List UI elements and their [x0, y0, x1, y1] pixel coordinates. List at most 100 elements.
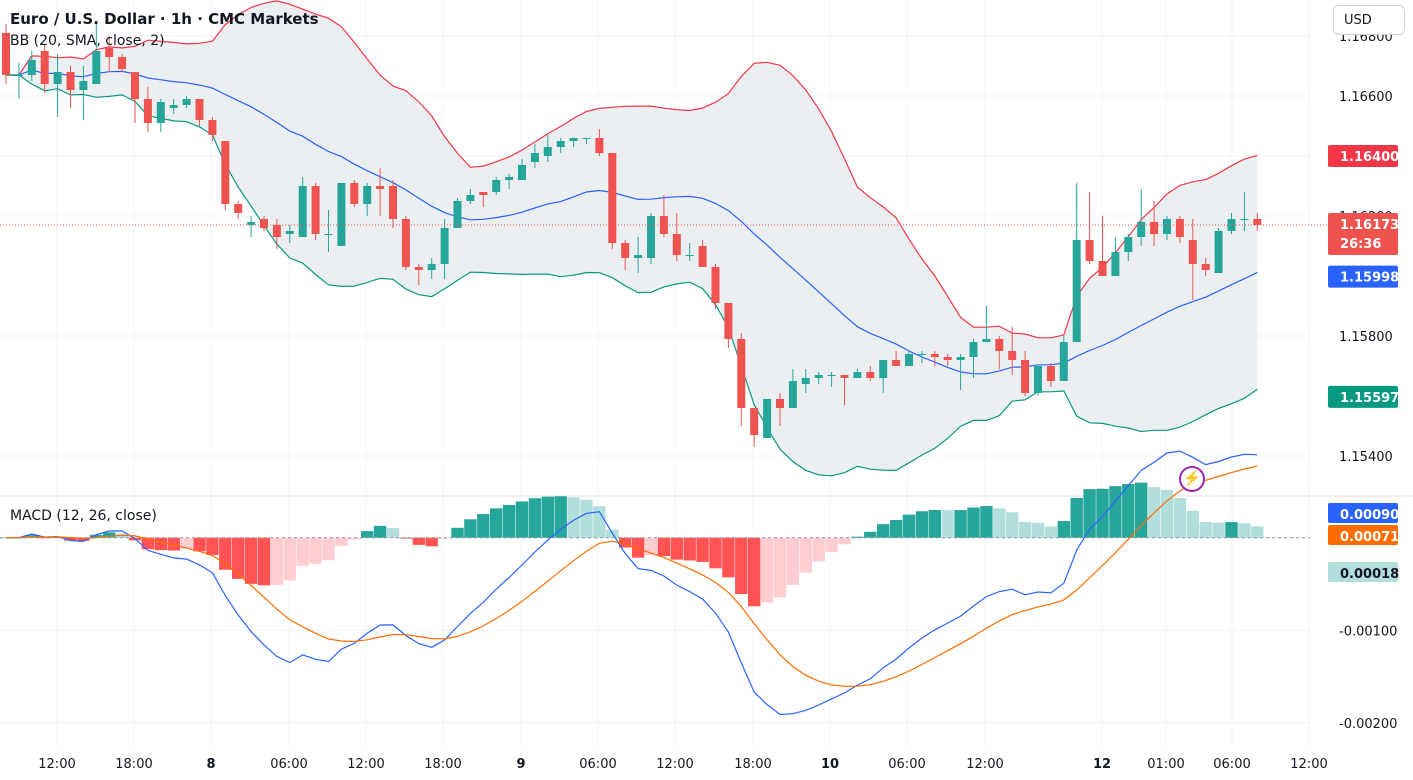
macd-histogram-bar	[451, 527, 464, 538]
bb-basis-tag-bg	[1328, 265, 1398, 288]
candle-body	[350, 183, 359, 204]
candle-body	[208, 120, 217, 135]
macd-histogram-bar	[335, 537, 348, 546]
candle-body	[672, 234, 681, 255]
macd-histogram-bar	[438, 537, 451, 539]
candle	[930, 351, 939, 366]
candle-body	[608, 153, 617, 243]
macd-histogram-bar	[889, 519, 903, 538]
candle	[1201, 258, 1210, 276]
macd-histogram-bar	[851, 536, 864, 538]
candle	[27, 51, 36, 81]
macd-histogram-bar	[1173, 497, 1187, 538]
bolt-icon[interactable]: ⚡	[1179, 466, 1205, 492]
candle-body	[905, 354, 913, 366]
macd-histogram-bar	[1031, 522, 1045, 538]
candle	[801, 369, 810, 393]
candle-body	[814, 375, 823, 378]
candle-body	[866, 372, 875, 378]
time-axis-tick: 06:00	[888, 757, 925, 772]
macd-histogram-bar	[1070, 497, 1083, 538]
candle	[1188, 219, 1197, 300]
bb-indicator-label[interactable]: BB (20, SMA, close, 2)	[10, 33, 165, 49]
macd-histogram-bar	[1225, 522, 1238, 538]
macd-indicator-label[interactable]: MACD (12, 26, close)	[10, 508, 157, 524]
macd-histogram-bar	[1186, 510, 1199, 538]
candle	[182, 96, 191, 108]
candle	[582, 138, 591, 144]
macd-histogram-bar	[657, 537, 671, 557]
candle	[724, 303, 733, 348]
macd-histogram-bar	[954, 510, 967, 538]
candle	[79, 66, 88, 120]
macd-histogram-bar	[1160, 489, 1174, 538]
candle-body	[840, 375, 849, 378]
currency-button[interactable]: USD	[1333, 5, 1405, 35]
macd-histogram-bar	[1238, 523, 1251, 538]
candle	[118, 54, 127, 72]
candle-body	[956, 357, 965, 360]
candle	[1008, 327, 1017, 375]
macd-value-tag: 0.00090	[1328, 503, 1399, 523]
candle-body	[1072, 240, 1081, 342]
macd-histogram-bar	[941, 510, 954, 538]
candle-body	[788, 381, 797, 408]
macd-histogram-bar	[760, 537, 774, 603]
candle-body	[1214, 231, 1223, 273]
time-axis-tick: 01:00	[1147, 757, 1184, 772]
bb-basis-tag: 1.15998	[1328, 265, 1399, 288]
candle	[1227, 213, 1236, 234]
macd-histogram-bar	[399, 537, 413, 539]
macd-histogram-bar	[619, 537, 632, 548]
candle-body	[1175, 219, 1184, 237]
candle-body	[505, 177, 514, 180]
time-axis-tick: 12:00	[38, 757, 75, 772]
candle	[595, 129, 604, 156]
macd-histogram-bar	[748, 537, 761, 607]
macd-histogram-bar	[593, 506, 606, 538]
macd-line	[6, 450, 1258, 716]
macd-histogram-bar	[928, 510, 941, 538]
candle	[905, 351, 913, 366]
candle-body	[569, 138, 578, 141]
candle	[776, 393, 784, 426]
macd-histogram-bar	[219, 537, 232, 570]
macd-histogram-bar	[51, 537, 64, 538]
candle	[143, 87, 152, 132]
candle-body	[1201, 264, 1210, 270]
candle	[711, 264, 720, 309]
bb-lower-tag-bg	[1328, 385, 1398, 408]
macd-histogram-bar	[1109, 486, 1122, 538]
candle-body	[1137, 222, 1146, 237]
macd-histogram-bar	[631, 537, 645, 558]
candle-body	[492, 180, 501, 192]
candle-body	[1188, 240, 1197, 264]
candle	[608, 153, 617, 249]
candle-body	[776, 399, 784, 408]
candle	[40, 45, 49, 93]
macd-histogram-bar	[322, 537, 335, 561]
candle	[156, 99, 165, 132]
candle	[1046, 363, 1055, 387]
candle-body	[285, 231, 294, 234]
candle	[105, 36, 114, 72]
candle	[92, 24, 101, 84]
candle-body	[879, 360, 888, 378]
macd-histogram-bar	[1212, 522, 1225, 538]
candle-body	[995, 339, 1004, 351]
candle-body	[466, 195, 475, 201]
candle	[1021, 351, 1030, 396]
candle-body	[414, 267, 423, 270]
candle-body	[92, 51, 101, 84]
macd-histogram-bar	[425, 537, 438, 547]
candle-body	[1240, 219, 1249, 220]
candle-body	[1163, 219, 1171, 234]
candle	[466, 189, 475, 204]
candle-body	[156, 102, 165, 123]
candle-body	[169, 105, 178, 108]
macd-histogram-bar	[799, 537, 812, 573]
time-axis-tick: 12:00	[966, 757, 1003, 772]
candle	[260, 216, 268, 231]
candle-body	[1021, 360, 1030, 393]
